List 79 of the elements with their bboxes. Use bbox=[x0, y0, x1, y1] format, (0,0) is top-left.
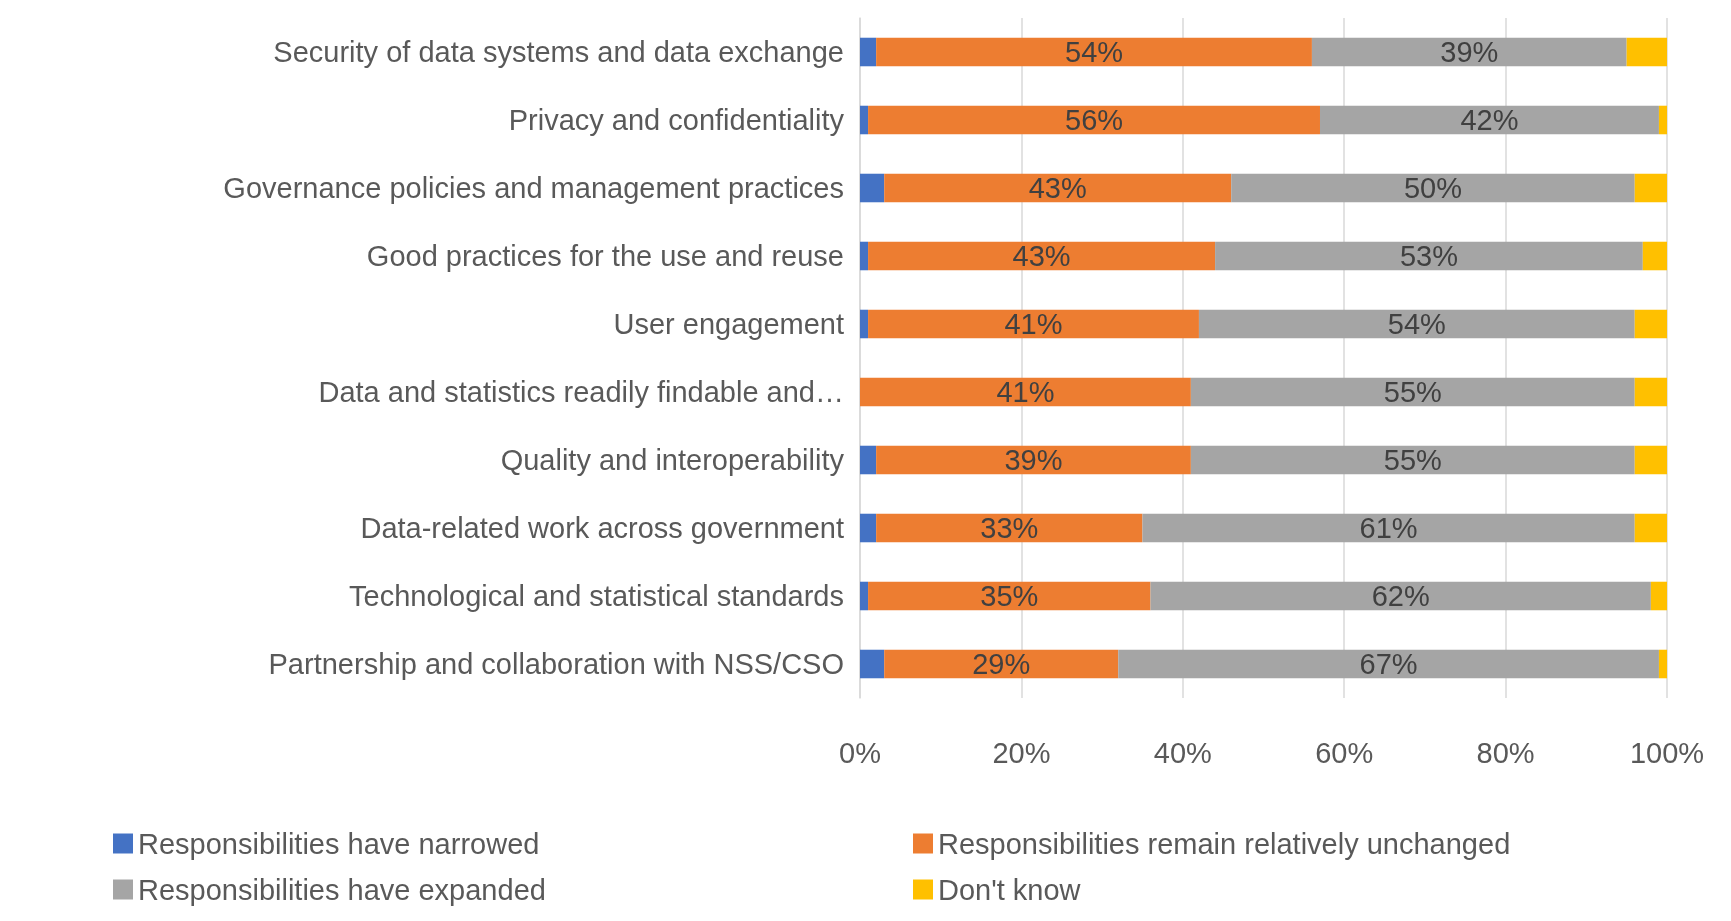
bar bbox=[884, 649, 1119, 679]
bar bbox=[1215, 241, 1643, 271]
bar bbox=[1190, 445, 1635, 475]
data-label: 56% bbox=[1065, 104, 1124, 136]
bar bbox=[876, 513, 1143, 543]
data-label: 39% bbox=[1004, 444, 1063, 476]
data-label: 54% bbox=[1387, 308, 1446, 340]
bar bbox=[1634, 513, 1667, 543]
bar bbox=[860, 37, 877, 67]
data-label: 43% bbox=[1028, 172, 1087, 204]
data-label: 43% bbox=[1012, 240, 1071, 272]
data-label: 61% bbox=[1359, 512, 1418, 544]
data-label: 55% bbox=[1383, 444, 1442, 476]
bar bbox=[1626, 37, 1667, 67]
bar bbox=[860, 377, 1191, 407]
bar bbox=[1634, 309, 1667, 339]
bar bbox=[1658, 105, 1667, 135]
bar bbox=[1150, 581, 1651, 611]
data-label: 35% bbox=[980, 580, 1039, 612]
data-label: 53% bbox=[1399, 240, 1458, 272]
bar bbox=[1634, 377, 1667, 407]
x-tick-label: 0% bbox=[839, 736, 881, 769]
y-tick-label: Quality and interoperability bbox=[500, 444, 845, 476]
bar bbox=[868, 105, 1320, 135]
bar bbox=[860, 649, 885, 679]
bar bbox=[860, 445, 877, 475]
data-label: 29% bbox=[972, 648, 1031, 680]
bar bbox=[1190, 377, 1635, 407]
bar bbox=[1118, 649, 1659, 679]
y-tick-label: Partnership and collaboration with NSS/CSO bbox=[268, 648, 844, 680]
bar bbox=[860, 581, 869, 611]
bar bbox=[1634, 445, 1667, 475]
x-tick-label: 80% bbox=[1476, 736, 1535, 769]
bar bbox=[876, 445, 1191, 475]
y-tick-label: Good practices for the use and reuse bbox=[366, 240, 844, 272]
data-label: 54% bbox=[1065, 36, 1124, 68]
bar bbox=[884, 173, 1232, 203]
y-tick-label: Governance policies and management practices bbox=[223, 172, 844, 204]
legend-label: Responsibilities have expanded bbox=[138, 873, 546, 906]
bar bbox=[1198, 309, 1635, 339]
legend-label: Don't know bbox=[938, 873, 1082, 906]
bar bbox=[1311, 37, 1627, 67]
bar bbox=[860, 173, 885, 203]
data-label: 55% bbox=[1383, 376, 1442, 408]
y-tick-label: User engagement bbox=[613, 308, 844, 340]
data-label: 50% bbox=[1403, 172, 1462, 204]
x-tick-label: 20% bbox=[992, 736, 1051, 769]
bar bbox=[860, 105, 869, 135]
x-tick-label: 60% bbox=[1315, 736, 1374, 769]
data-label: 42% bbox=[1460, 104, 1519, 136]
y-tick-label: Technological and statistical standards bbox=[349, 580, 844, 612]
bar bbox=[868, 309, 1199, 339]
bar bbox=[860, 241, 869, 271]
legend-label: Responsibilities remain relatively unchanged bbox=[938, 827, 1511, 860]
y-tick-label: Data-related work across government bbox=[360, 512, 844, 544]
y-tick-label: Security of data systems and data exchange bbox=[273, 36, 844, 68]
data-label: 41% bbox=[996, 376, 1055, 408]
data-label: 67% bbox=[1359, 648, 1418, 680]
bar bbox=[860, 513, 877, 543]
bar bbox=[1650, 581, 1667, 611]
legend-label: Responsibilities have narrowed bbox=[138, 827, 540, 860]
data-label: 62% bbox=[1371, 580, 1430, 612]
bar bbox=[1231, 173, 1635, 203]
data-label: 41% bbox=[1004, 308, 1063, 340]
bar bbox=[868, 241, 1216, 271]
bar bbox=[1658, 649, 1667, 679]
data-label: 33% bbox=[980, 512, 1039, 544]
bar bbox=[1319, 105, 1659, 135]
x-tick-label: 40% bbox=[1153, 736, 1212, 769]
bar bbox=[1634, 173, 1667, 203]
y-tick-label: Data and statistics readily findable and… bbox=[318, 376, 844, 408]
data-label: 39% bbox=[1440, 36, 1499, 68]
bar bbox=[860, 309, 869, 339]
bar bbox=[1142, 513, 1635, 543]
y-tick-label: Privacy and confidentiality bbox=[508, 104, 845, 136]
bar bbox=[1642, 241, 1667, 271]
bar bbox=[868, 581, 1151, 611]
bar bbox=[876, 37, 1312, 67]
x-tick-label: 100% bbox=[1629, 736, 1705, 769]
